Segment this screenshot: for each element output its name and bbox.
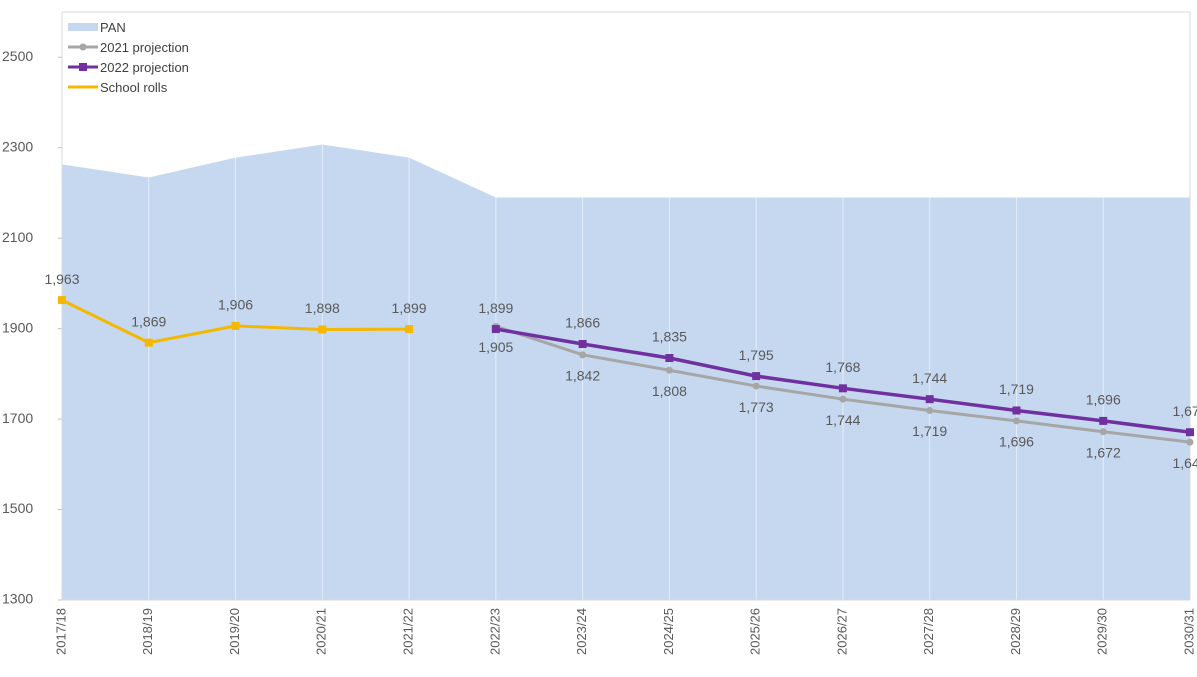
data-label: 1,906 [218, 297, 253, 313]
marker [491, 325, 500, 334]
data-label: 1,899 [392, 300, 427, 316]
y-tick-label: 1700 [2, 410, 33, 426]
x-tick-label: 2020/21 [314, 608, 329, 655]
y-tick-label: 2100 [2, 229, 33, 245]
y-tick-label: 1900 [2, 319, 33, 335]
marker [1099, 416, 1108, 425]
marker [318, 325, 327, 334]
data-label: 1,808 [652, 383, 687, 399]
data-label: 1,835 [652, 329, 687, 345]
marker [231, 321, 240, 330]
legend-item: 2022 projection [68, 60, 198, 75]
x-tick-label: 2025/26 [748, 608, 763, 655]
x-tick-label: 2017/18 [53, 608, 68, 655]
swatch-part [79, 63, 87, 71]
data-label: 1,795 [739, 347, 774, 363]
legend-label: 2022 projection [100, 60, 189, 75]
data-label: 1,898 [305, 300, 340, 316]
marker [1099, 428, 1107, 436]
data-label: 1,866 [565, 315, 600, 331]
x-tick-label: 2021/22 [401, 608, 416, 655]
x-tick-label: 2030/31 [1181, 608, 1196, 655]
legend-label: PAN [100, 20, 126, 35]
x-tick-label: 2026/27 [834, 608, 849, 655]
marker [665, 354, 674, 363]
x-tick-label: 2024/25 [661, 608, 676, 655]
legend-label: 2021 projection [100, 40, 189, 55]
data-label: 1,649 [1172, 455, 1197, 471]
data-label: 1,744 [912, 370, 947, 386]
data-label: 1,744 [825, 412, 860, 428]
marker [1186, 428, 1194, 437]
x-tick-label: 2028/29 [1008, 608, 1023, 655]
marker [838, 384, 847, 393]
x-tick-label: 2019/20 [227, 608, 242, 655]
marker [405, 325, 414, 334]
marker [752, 382, 760, 390]
marker [1012, 417, 1020, 425]
data-label: 1,696 [999, 434, 1034, 450]
marker [926, 406, 934, 414]
swatch-part [79, 43, 87, 51]
y-tick-label: 2500 [2, 48, 33, 64]
swatch-part [68, 23, 98, 31]
y-tick-label: 1300 [2, 591, 33, 607]
marker [58, 296, 66, 305]
legend-swatch [68, 85, 98, 89]
legend-swatch [68, 63, 98, 71]
marker [579, 351, 587, 359]
legend: PAN 2021 projection 2022 projection School … [68, 20, 198, 100]
legend-item: 2021 projection [68, 40, 198, 55]
data-label: 1,899 [478, 300, 513, 316]
data-label: 1,719 [999, 381, 1034, 397]
marker [752, 372, 761, 381]
data-label: 1,696 [1086, 392, 1121, 408]
data-label: 1,842 [565, 368, 600, 384]
marker [144, 338, 153, 347]
marker [578, 339, 587, 348]
data-label: 1,719 [912, 423, 947, 439]
x-tick-label: 2018/19 [140, 608, 155, 655]
area [62, 144, 1190, 600]
marker [1012, 406, 1021, 415]
legend-swatch [68, 23, 98, 31]
plot-border [61, 11, 1191, 601]
data-label: 1,905 [478, 339, 513, 355]
y-tick-label: 1500 [2, 500, 33, 516]
data-label: 1,773 [739, 399, 774, 415]
legend-label: School rolls [100, 80, 168, 95]
y-tick-label: 2300 [2, 138, 33, 154]
x-tick-label: 2027/28 [921, 608, 936, 655]
marker [1186, 438, 1194, 446]
legend-swatch [68, 43, 98, 51]
data-label: 1,672 [1086, 444, 1121, 460]
x-tick-label: 2023/24 [574, 608, 589, 655]
marker [665, 366, 673, 374]
marker [925, 395, 934, 404]
marker [839, 395, 847, 403]
data-label: 1,963 [44, 271, 79, 287]
data-label: 1,869 [131, 313, 166, 329]
data-label: 1,671 [1172, 403, 1197, 419]
x-tick-label: 2022/23 [487, 608, 502, 655]
legend-item: PAN [68, 20, 198, 35]
legend-item: School rolls [68, 80, 198, 95]
x-tick-label: 2029/30 [1095, 608, 1110, 655]
data-label: 1,768 [825, 359, 860, 375]
